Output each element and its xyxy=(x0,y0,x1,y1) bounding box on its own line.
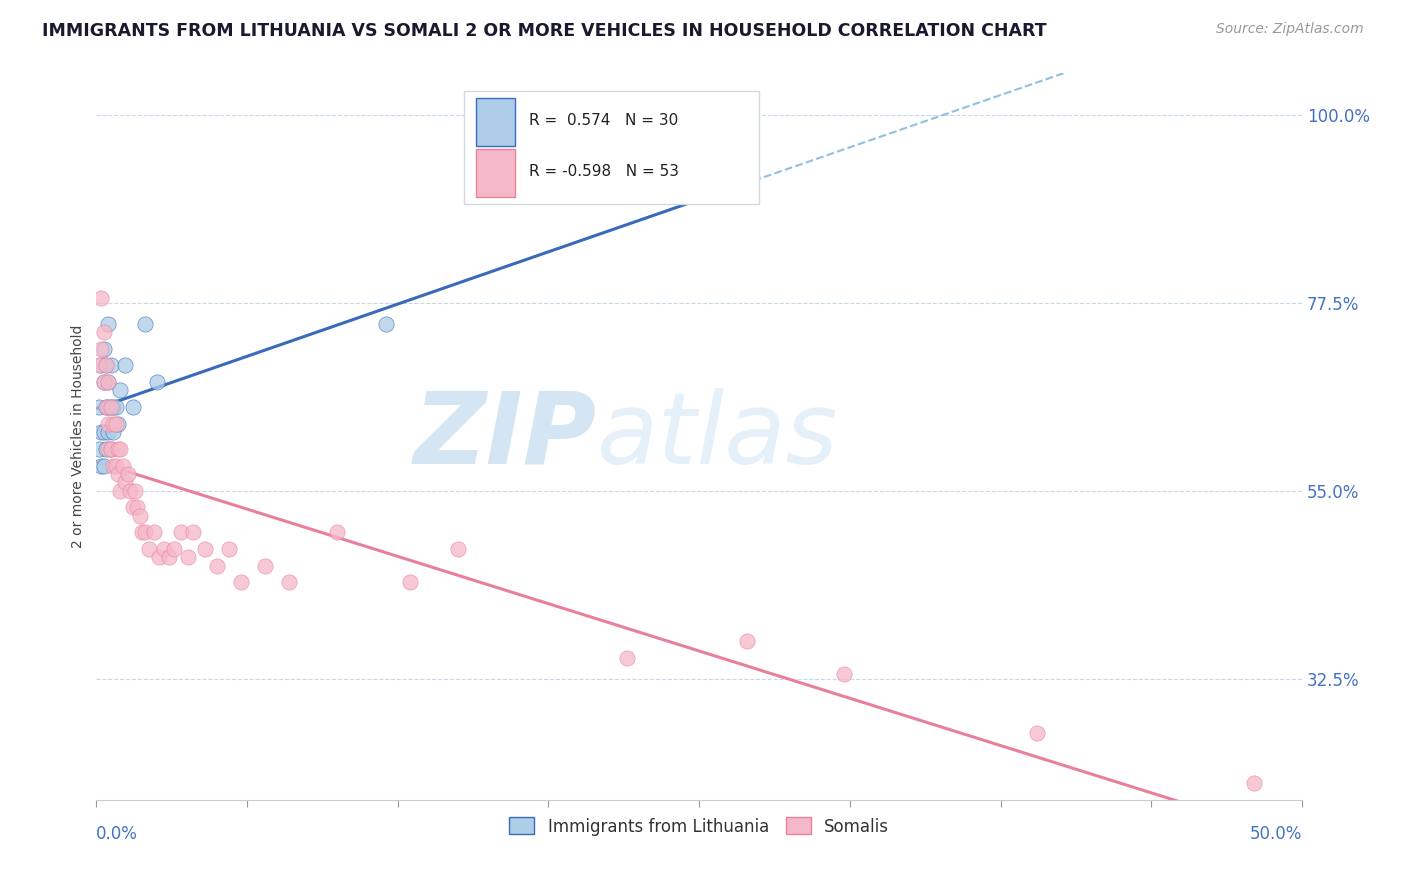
Point xyxy=(254,558,277,573)
Point xyxy=(93,425,115,439)
Point xyxy=(114,475,136,490)
Point xyxy=(97,400,120,414)
Point xyxy=(94,400,117,414)
Point xyxy=(114,359,136,373)
Point xyxy=(127,500,149,515)
Point xyxy=(120,483,142,498)
Point xyxy=(128,508,150,523)
Text: R = -0.598   N = 53: R = -0.598 N = 53 xyxy=(529,163,679,178)
Point xyxy=(157,550,180,565)
Point xyxy=(100,400,122,414)
Point xyxy=(1025,726,1047,740)
Point xyxy=(97,375,120,389)
Point xyxy=(100,400,122,414)
Point xyxy=(94,359,117,373)
Text: IMMIGRANTS FROM LITHUANIA VS SOMALI 2 OR MORE VEHICLES IN HOUSEHOLD CORRELATION : IMMIGRANTS FROM LITHUANIA VS SOMALI 2 OR… xyxy=(42,22,1047,40)
Point xyxy=(218,542,240,557)
Point xyxy=(87,400,110,414)
Point xyxy=(107,417,129,431)
Point xyxy=(100,442,122,456)
Point xyxy=(93,342,115,356)
Y-axis label: 2 or more Vehicles in Household: 2 or more Vehicles in Household xyxy=(72,325,86,548)
Point xyxy=(177,550,200,565)
Text: 50.0%: 50.0% xyxy=(1250,825,1302,843)
Point xyxy=(153,542,176,557)
Point xyxy=(90,292,112,306)
Point xyxy=(737,634,759,648)
Point xyxy=(93,458,115,473)
Point xyxy=(94,400,117,414)
Point xyxy=(104,417,127,431)
Point xyxy=(205,558,228,573)
Point xyxy=(90,359,112,373)
Point xyxy=(121,400,143,414)
Point xyxy=(616,650,638,665)
Point xyxy=(103,458,125,473)
Point xyxy=(93,325,115,339)
Point xyxy=(138,542,160,557)
Point xyxy=(87,359,110,373)
Point xyxy=(87,442,110,456)
Point xyxy=(111,458,134,473)
Point xyxy=(194,542,217,557)
Point xyxy=(97,375,120,389)
Point xyxy=(374,317,396,331)
Point xyxy=(170,525,193,540)
Point xyxy=(110,483,132,498)
Point xyxy=(117,467,139,481)
Text: R =  0.574   N = 30: R = 0.574 N = 30 xyxy=(529,112,679,128)
Point xyxy=(97,317,120,331)
Point xyxy=(107,442,129,456)
Point xyxy=(124,483,146,498)
Point xyxy=(121,500,143,515)
Point xyxy=(110,442,132,456)
Point xyxy=(97,417,120,431)
Point xyxy=(94,442,117,456)
Point xyxy=(1243,776,1265,790)
Point xyxy=(103,425,125,439)
Legend: Immigrants from Lithuania, Somalis: Immigrants from Lithuania, Somalis xyxy=(503,811,896,842)
Point xyxy=(447,542,470,557)
Point xyxy=(326,525,349,540)
Point xyxy=(110,384,132,398)
Point xyxy=(398,575,420,590)
Point xyxy=(90,425,112,439)
FancyBboxPatch shape xyxy=(464,91,759,203)
Point xyxy=(90,458,112,473)
Point xyxy=(134,525,156,540)
Point xyxy=(90,342,112,356)
Point xyxy=(832,667,855,681)
FancyBboxPatch shape xyxy=(477,98,515,145)
Text: atlas: atlas xyxy=(596,388,838,485)
Point xyxy=(97,442,120,456)
Point xyxy=(278,575,301,590)
FancyBboxPatch shape xyxy=(477,149,515,196)
Point xyxy=(131,525,153,540)
Text: Source: ZipAtlas.com: Source: ZipAtlas.com xyxy=(1216,22,1364,37)
Point xyxy=(107,467,129,481)
Point xyxy=(94,359,117,373)
Point xyxy=(104,458,127,473)
Point xyxy=(145,375,167,389)
Point xyxy=(97,425,120,439)
Point xyxy=(100,359,122,373)
Point xyxy=(103,400,125,414)
Point xyxy=(229,575,252,590)
Point xyxy=(181,525,204,540)
Text: ZIP: ZIP xyxy=(413,388,596,485)
Text: 0.0%: 0.0% xyxy=(97,825,138,843)
Point xyxy=(103,417,125,431)
Point xyxy=(162,542,184,557)
Point xyxy=(148,550,170,565)
Point xyxy=(737,175,759,189)
Point xyxy=(93,375,115,389)
Point xyxy=(104,400,127,414)
Point xyxy=(93,375,115,389)
Point xyxy=(100,442,122,456)
Point xyxy=(143,525,166,540)
Point xyxy=(134,317,156,331)
